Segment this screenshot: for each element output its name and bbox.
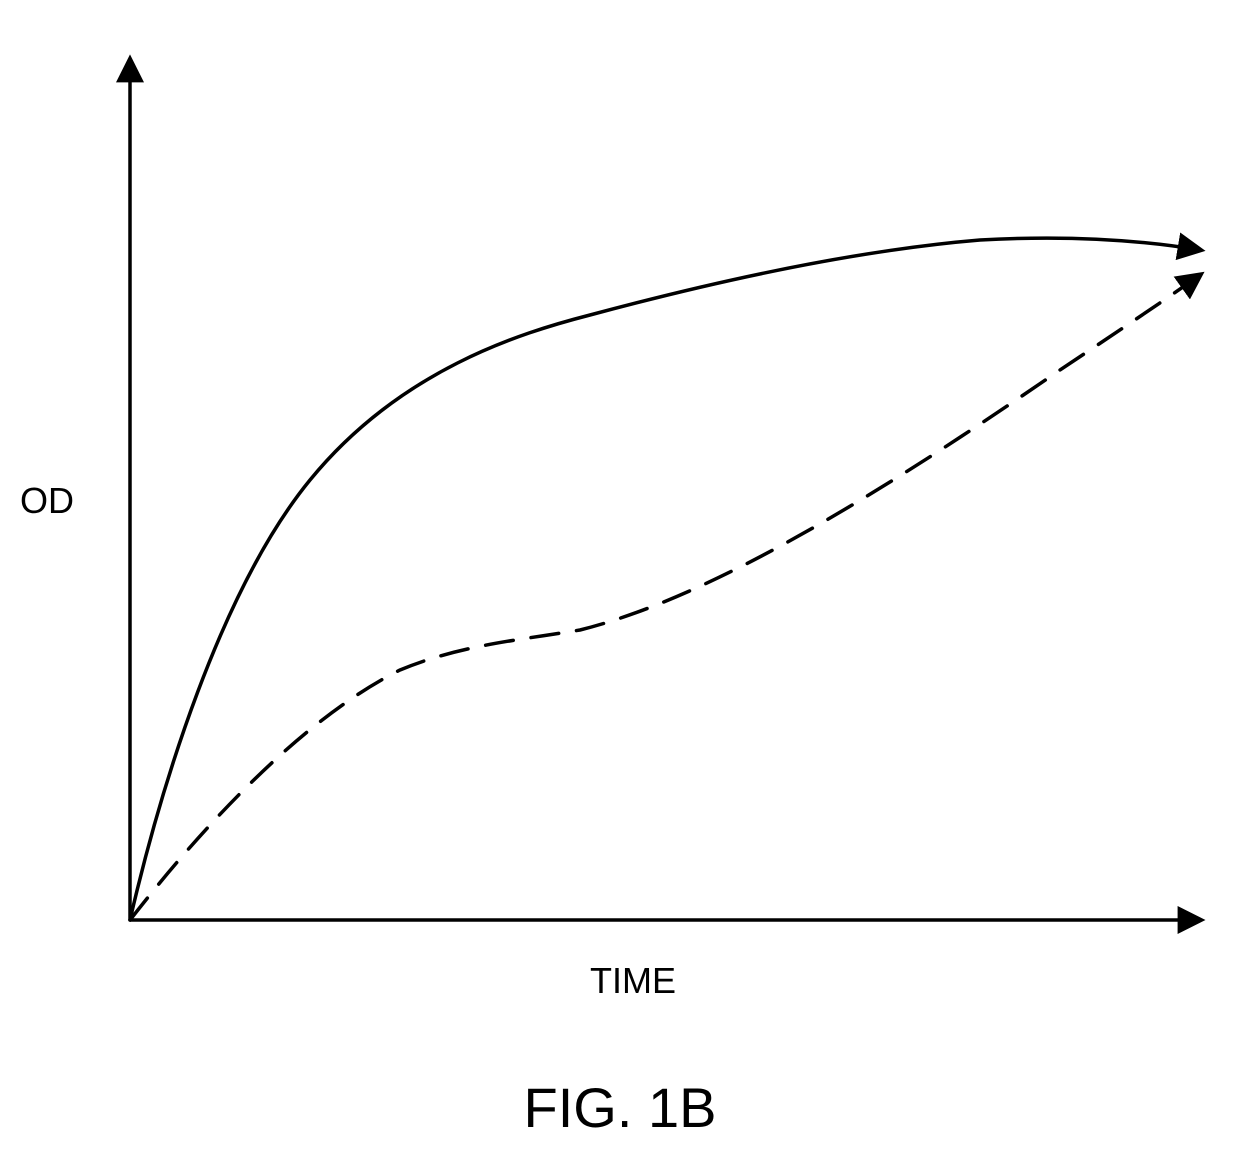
x-axis-label: TIME (590, 960, 676, 1002)
figure-container: { "chart": { "type": "line", "xlabel": "… (0, 0, 1240, 1162)
y-axis-label: OD (20, 480, 74, 522)
figure-caption: FIG. 1B (0, 1075, 1240, 1140)
series-dashed (130, 275, 1200, 920)
series-solid (130, 238, 1200, 920)
